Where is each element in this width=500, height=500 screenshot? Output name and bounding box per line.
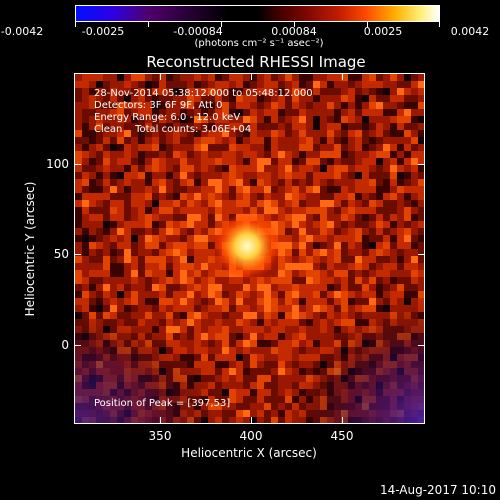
info-clean: Clean Total counts: 3.06E+04 [94, 124, 252, 135]
x-tick-label: 350 [148, 429, 172, 443]
low-emission-region [295, 304, 424, 423]
y-tick [74, 164, 81, 165]
colorbar-tick [439, 22, 440, 27]
colorbar-tick [294, 22, 295, 27]
low-emission-region [75, 314, 215, 423]
colorbar-tick [221, 22, 222, 27]
info-peak: Position of Peak = [397,53] [94, 398, 231, 409]
x-axis-label: Heliocentric X (arcsec) [181, 446, 317, 460]
y-tick [74, 345, 81, 346]
timestamp: 14-Aug-2017 10:10 [379, 483, 496, 497]
colorbar-tick-label: -0.00084 [173, 25, 223, 38]
info-detectors: Detectors: 3F 6F 9F, Att 0 [94, 100, 223, 111]
colorbar [75, 5, 440, 22]
x-tick [251, 417, 252, 424]
x-tick [160, 417, 161, 424]
y-tick-label: 50 [53, 247, 69, 261]
x-tick-label: 400 [239, 429, 263, 443]
x-tick [342, 417, 343, 424]
colorbar-tick-label: -0.0025 [81, 25, 125, 38]
y-tick-label: 0 [61, 338, 69, 352]
y-tick [418, 345, 425, 346]
x-tick [342, 73, 343, 80]
x-tick [251, 73, 252, 80]
y-tick [418, 254, 425, 255]
info-energy: Energy Range: 6.0 - 12.0 keV [94, 112, 241, 123]
y-tick [418, 164, 425, 165]
image-title: Reconstructed RHESSI Image [146, 53, 366, 71]
info-time: 28-Nov-2014 05:38:12.000 to 05:48:12.000 [94, 88, 313, 99]
colorbar-tick [75, 22, 76, 27]
y-axis-label: Heliocentric Y (arcsec) [23, 181, 37, 317]
y-tick-label: 100 [46, 157, 69, 171]
x-tick-label: 450 [330, 429, 354, 443]
emission-peak [213, 212, 281, 280]
colorbar-tick-label: 0.0042 [450, 25, 490, 38]
image-canvas [75, 74, 424, 423]
y-tick [74, 254, 81, 255]
colorbar-tick [148, 22, 149, 27]
x-tick [160, 73, 161, 80]
colorbar-tick [367, 22, 368, 27]
colorbar-tick-label: 0.00084 [271, 25, 317, 38]
solar-image [74, 73, 425, 424]
colorbar-tick-label: 0.0025 [363, 25, 403, 38]
colorbar-units: (photons cm⁻² s⁻¹ asec⁻²) [194, 38, 324, 49]
colorbar-tick-label: -0.0042 [0, 25, 44, 38]
